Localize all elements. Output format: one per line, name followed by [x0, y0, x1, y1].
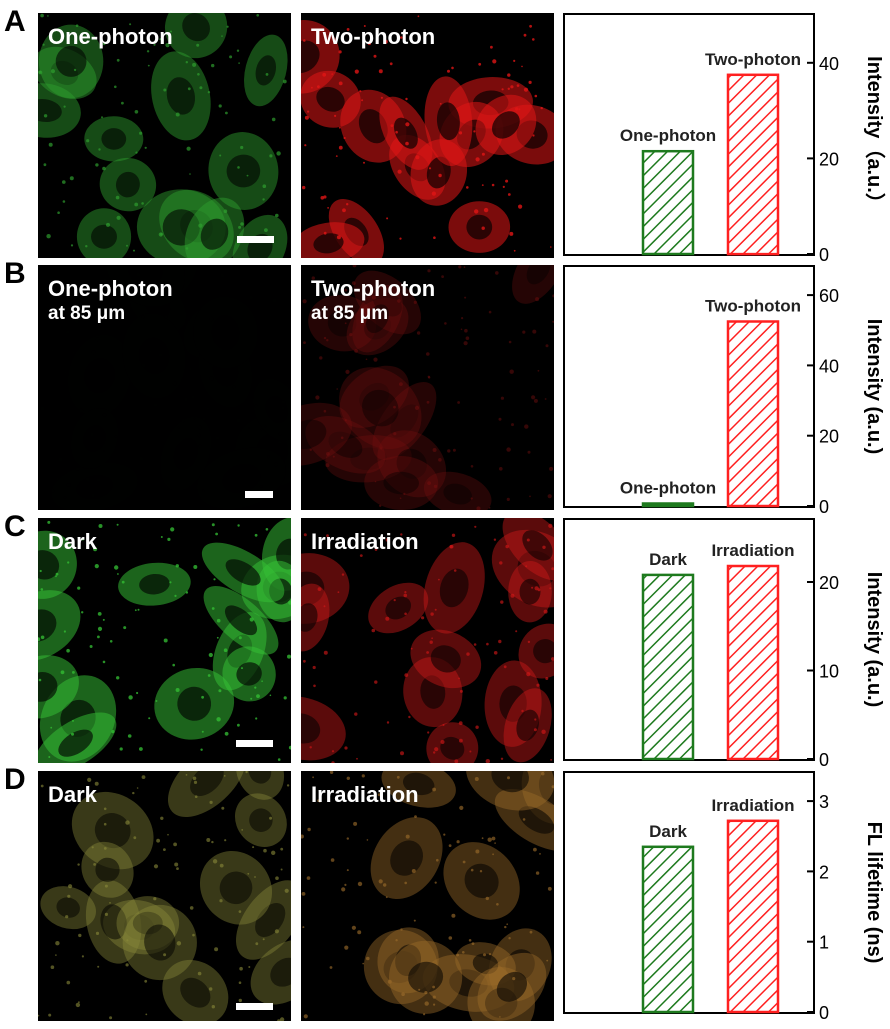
micrograph-sublabel: at 85 μm [48, 303, 126, 324]
y-tick-label: 1 [819, 933, 829, 953]
y-tick-label: 0 [819, 245, 829, 265]
micrograph-sublabel: at 85 μm [311, 303, 389, 324]
bar-one-photon [641, 149, 695, 256]
micrograph-two-photon: Two-photon [301, 13, 554, 258]
cell-image [301, 771, 554, 1021]
bar-chart: Dark Irradiation 0 10 20 Intensity (a.u.) [563, 518, 885, 770]
bar-chart: One-photon Two-photon 0 20 40 Intensity（a.u.） [563, 13, 886, 265]
bar-label: Two-photon [705, 297, 801, 316]
micrograph-label: Irradiation [311, 782, 419, 807]
y-axis-label: Intensity (a.u.) [863, 572, 885, 708]
panel-letter: A [4, 5, 26, 38]
panel-letter: C [4, 510, 26, 543]
bar-label: Dark [649, 822, 687, 841]
cell-image [301, 518, 554, 763]
scale-bar [245, 491, 273, 498]
panel-row-a: A One-photon Two-photon One-photon Two-ph… [0, 5, 890, 265]
bar-label: Two-photon [705, 50, 801, 69]
panel-letter: B [4, 257, 26, 290]
y-axis-label: Intensity (a.u.) [863, 319, 885, 455]
bar-label: Irradiation [711, 796, 794, 815]
panel-row-d: D Dark Irradiation Dark Irradiation 0 1 2 3 FL… [0, 763, 890, 1026]
micrograph-label: Two-photon [311, 24, 436, 49]
y-tick-label: 20 [819, 149, 839, 169]
bar-chart: Dark Irradiation 0 1 2 3 FL lifetime (ns) [563, 771, 885, 1023]
panel-row-b: B One-photon at 85 μm Two-photon at 85 μ… [0, 257, 890, 517]
micrograph-label: One-photon [48, 276, 173, 301]
micrograph-dark-lifetime: Dark [38, 771, 291, 1021]
bar-irradiation [726, 564, 780, 761]
y-tick-label: 0 [819, 1003, 829, 1023]
micrograph-label: Dark [48, 782, 97, 807]
micrograph-label: Irradiation [311, 529, 419, 554]
bar-label: Dark [649, 550, 687, 569]
y-tick-label: 3 [819, 792, 829, 812]
micrograph-label: One-photon [48, 24, 173, 49]
y-tick-label: 10 [819, 662, 839, 682]
y-tick-label: 40 [819, 356, 839, 376]
micrograph-one-photon-depth: One-photon at 85 μm [38, 265, 291, 510]
y-axis-label: Intensity（a.u.） [863, 56, 886, 213]
bar-irradiation [726, 819, 780, 1014]
bar-dark [641, 573, 695, 761]
cell-image [38, 518, 291, 763]
panel-letter: D [4, 763, 26, 796]
bar-label: One-photon [620, 126, 716, 145]
bar-one-photon [641, 502, 695, 508]
y-tick-label: 40 [819, 54, 839, 74]
bar-chart: One-photon Two-photon 0 20 40 60 Intensity (a.… [563, 265, 885, 517]
panel-row-c: C Dark Irradiation Dark Irradiation 0 10 20 I… [0, 510, 890, 770]
micrograph-dark: Dark [38, 518, 291, 763]
micrograph-irradiation-lifetime: Irradiation [301, 771, 554, 1021]
bar-dark [641, 845, 695, 1014]
micrograph-two-photon-depth: Two-photon at 85 μm [301, 265, 554, 510]
y-axis-label: FL lifetime (ns) [863, 822, 885, 964]
y-tick-label: 20 [819, 573, 839, 593]
bar-label: One-photon [620, 479, 716, 498]
cell-image [38, 13, 291, 258]
cell-image [38, 265, 291, 510]
y-tick-label: 0 [819, 497, 829, 517]
y-tick-label: 0 [819, 750, 829, 770]
y-tick-label: 2 [819, 862, 829, 882]
micrograph-one-photon: One-photon [38, 13, 291, 258]
scale-bar [237, 236, 274, 243]
micrograph-irradiation: Irradiation [301, 518, 554, 763]
bar-two-photon [726, 73, 780, 256]
scale-bar [236, 740, 273, 747]
micrograph-label: Two-photon [311, 276, 436, 301]
bar-two-photon [726, 320, 780, 508]
bar-label: Irradiation [711, 541, 794, 560]
scale-bar [236, 1003, 273, 1010]
y-tick-label: 20 [819, 427, 839, 447]
micrograph-label: Dark [48, 529, 97, 554]
cell-image [301, 265, 554, 510]
y-tick-label: 60 [819, 286, 839, 306]
cell-image [301, 13, 554, 258]
cell-image [38, 771, 291, 1021]
